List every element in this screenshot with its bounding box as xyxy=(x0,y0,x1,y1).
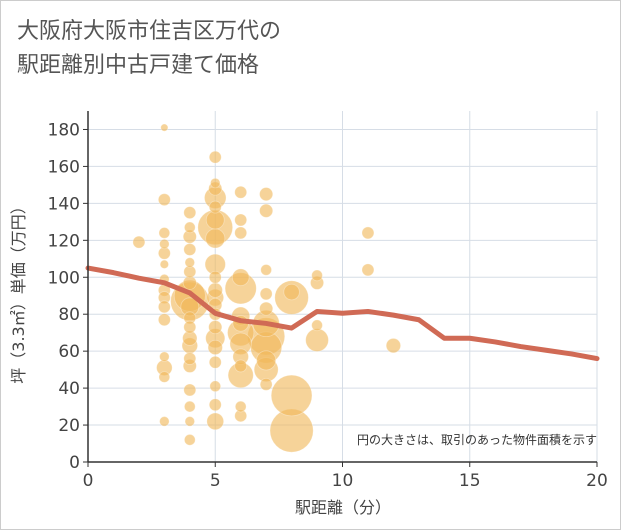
chart-title-line-1: 大阪府大阪市住吉区万代の xyxy=(17,19,282,44)
y-tick-label: 140 xyxy=(48,194,80,214)
y-tick-label: 40 xyxy=(58,379,80,399)
chart-title: 大阪府大阪市住吉区万代の 駅距離別中古戸建て価格 xyxy=(17,15,281,83)
bubble-point xyxy=(184,416,196,427)
bubble-point xyxy=(234,359,248,373)
bubble-point xyxy=(209,380,222,393)
x-tick-label: 5 xyxy=(210,471,221,491)
bubble-point xyxy=(231,268,250,287)
y-axis-title: 坪（3.3㎡）単価（万円） xyxy=(9,198,28,383)
bubble-point xyxy=(183,320,197,334)
bubble-point xyxy=(160,123,169,132)
bubble-point xyxy=(385,338,401,354)
bubble-point xyxy=(205,228,226,249)
trend-line-layer xyxy=(85,265,600,362)
bubble-point xyxy=(183,383,197,397)
bubble-point xyxy=(184,434,196,446)
grid-lines xyxy=(88,111,598,462)
bubble-point xyxy=(259,203,274,218)
bubble-point xyxy=(234,226,248,240)
bubble-point xyxy=(157,300,171,314)
bubble-point xyxy=(184,257,196,268)
bubble-point xyxy=(206,412,225,431)
bubble-point xyxy=(234,213,248,227)
bubble-point xyxy=(158,227,171,239)
bubble-point xyxy=(208,200,222,214)
bubble-point xyxy=(256,350,277,371)
bubble-point xyxy=(184,400,196,413)
bubble-point xyxy=(361,226,375,240)
bubble-point xyxy=(184,221,196,234)
tick-labels: 0 20 40 60 80 100 120 140 160 180 0 5 10 15 20 xyxy=(48,120,608,491)
y-tick-label: 120 xyxy=(48,231,80,251)
bubble-point xyxy=(361,263,375,277)
x-tick-label: 0 xyxy=(83,471,94,491)
bubble-point xyxy=(311,269,323,282)
y-tick-label: 20 xyxy=(58,416,80,436)
y-tick-label: 180 xyxy=(48,120,80,140)
bubble-point xyxy=(259,287,273,301)
x-axis-title: 駅距離（分） xyxy=(295,498,391,517)
bubble-point xyxy=(205,210,225,230)
x-tick-label: 15 xyxy=(459,471,481,491)
bubble-point xyxy=(183,352,197,365)
bubble-point xyxy=(259,301,274,316)
bubble-point xyxy=(159,238,170,250)
chart-title-line-2: 駅距離別中古戸建て価格 xyxy=(17,53,260,78)
bubble-point xyxy=(259,187,274,202)
bubble-point xyxy=(132,235,146,249)
average-price-line xyxy=(85,265,600,362)
bubble-point xyxy=(283,283,300,301)
bubble-point xyxy=(183,206,197,220)
bubble-point xyxy=(259,378,273,391)
bubble-point xyxy=(210,177,221,189)
x-tick-label: 10 xyxy=(332,471,354,491)
bubble-point xyxy=(159,259,169,269)
bubble-size-note: 円の大きさは、取引のあった物件面積を示す xyxy=(357,432,597,447)
bubble-point xyxy=(208,355,222,369)
bubble-point xyxy=(234,400,247,413)
x-tick-label: 20 xyxy=(586,471,608,491)
bubble-point xyxy=(159,416,170,427)
bubble-point xyxy=(260,264,272,276)
bubble-point xyxy=(183,243,197,256)
y-tick-label: 80 xyxy=(58,305,80,325)
y-tick-label: 0 xyxy=(69,453,80,473)
bubble-point xyxy=(157,313,171,327)
bubble-point xyxy=(234,185,248,199)
bubble-point xyxy=(159,351,170,362)
bubble-point xyxy=(270,374,313,417)
axes xyxy=(83,111,598,467)
bubble-point xyxy=(208,320,223,335)
bubble-point xyxy=(182,275,197,290)
y-tick-label: 100 xyxy=(48,268,80,288)
y-tick-label: 60 xyxy=(58,342,80,362)
bubble-point xyxy=(207,282,223,298)
bubble-point xyxy=(311,319,323,332)
bubble-point xyxy=(207,339,223,356)
bubble-point xyxy=(208,270,222,284)
bubble-point xyxy=(157,193,171,207)
y-tick-label: 160 xyxy=(48,157,80,177)
bubble-point xyxy=(208,150,222,164)
bubble-point xyxy=(305,328,329,352)
bubble-point xyxy=(158,371,171,383)
bubble-point xyxy=(208,398,222,412)
